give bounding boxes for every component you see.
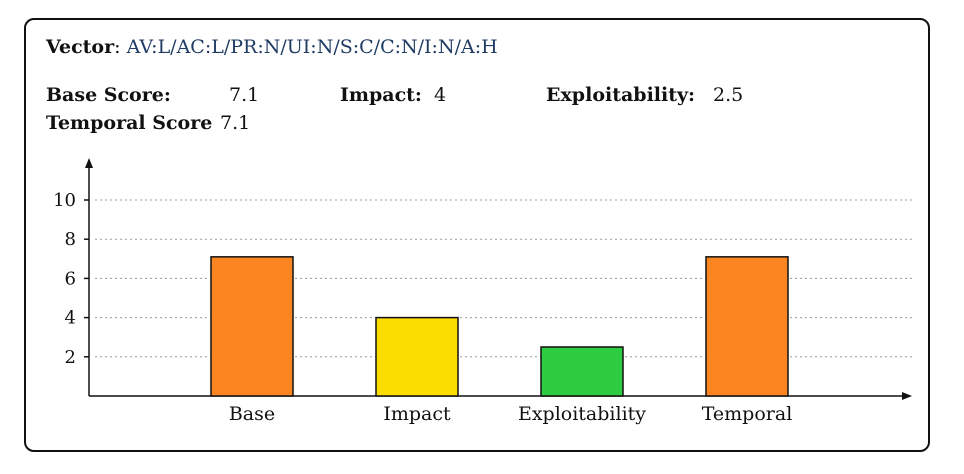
- exploitability-label: Exploitability:: [546, 84, 696, 106]
- x-axis-arrow: [902, 392, 912, 400]
- cvss-card: [24, 18, 930, 452]
- impact-label: Impact:: [340, 84, 422, 106]
- y-axis-arrow: [85, 158, 93, 168]
- y-tick-label: 4: [65, 308, 76, 329]
- bar-exploitability: [540, 346, 624, 397]
- y-tick-label: 8: [65, 229, 76, 250]
- x-tick-label: Base: [229, 403, 275, 425]
- vector-label: Vector: [46, 36, 115, 58]
- x-tick-label: Impact: [383, 403, 451, 425]
- base-score-value: 7.1: [229, 84, 260, 106]
- x-tick-label: Temporal: [702, 403, 793, 425]
- y-tick-label: 10: [53, 190, 76, 211]
- bar-base: [210, 256, 294, 397]
- exploitability-value: 2.5: [713, 84, 744, 106]
- x-tick-label: Exploitability: [518, 403, 646, 425]
- vector-separator: :: [114, 36, 121, 58]
- vector-row: Vector: AV:L/AC:L/PR:N/UI:N/S:C/C:N/I:N/…: [46, 36, 498, 58]
- temporal-score-label: Temporal Score: [46, 112, 213, 134]
- y-tick-label: 6: [65, 268, 76, 289]
- temporal-score-value: 7.1: [220, 112, 251, 134]
- impact-value: 4: [434, 84, 447, 106]
- bar-impact: [375, 316, 459, 397]
- base-score-label: Base Score:: [46, 84, 171, 106]
- bar-temporal: [705, 256, 789, 397]
- vector-value: AV:L/AC:L/PR:N/UI:N/S:C/C:N/I:N/A:H: [126, 36, 498, 58]
- y-tick-label: 2: [65, 347, 76, 368]
